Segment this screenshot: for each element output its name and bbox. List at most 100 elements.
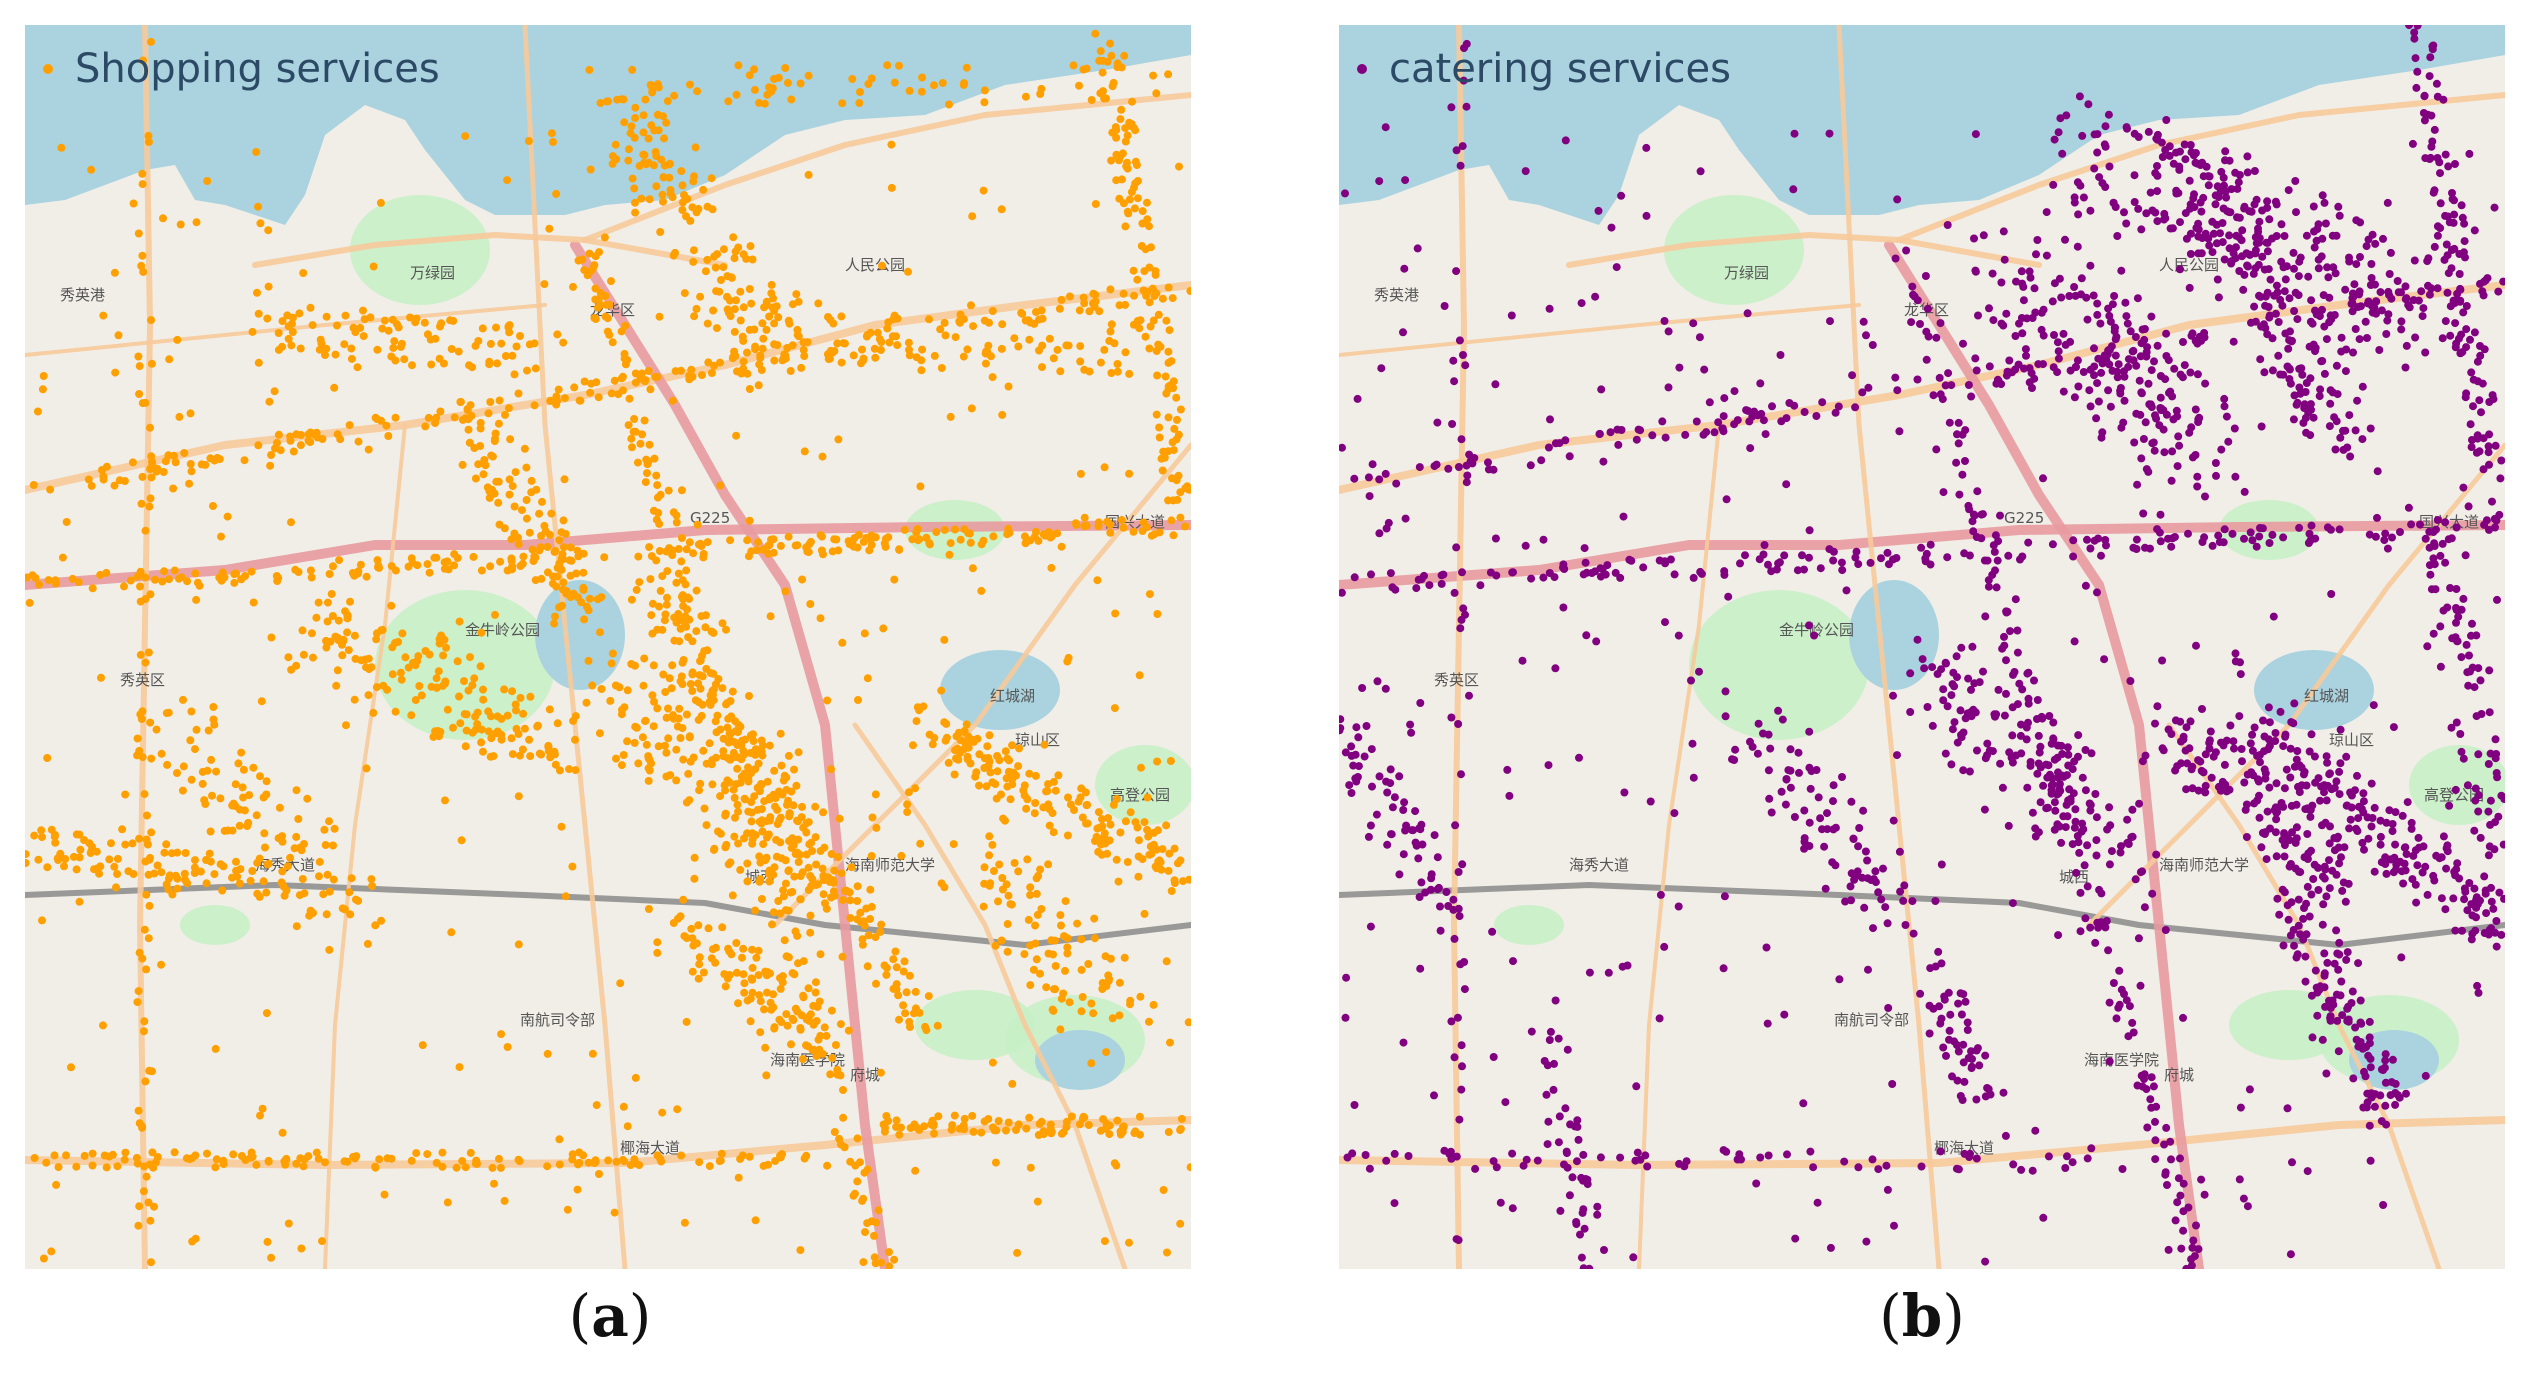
poi-point (380, 1190, 389, 1199)
poi-point (1121, 222, 1130, 231)
poi-point (129, 199, 138, 208)
poi-point (745, 71, 754, 80)
poi-point (1895, 847, 1904, 856)
poi-point (2017, 314, 2026, 322)
poi-point (2477, 408, 2485, 417)
poi-point (1064, 653, 1073, 662)
poi-point (144, 870, 153, 879)
poi-point (1452, 543, 1461, 552)
poi-point (960, 525, 969, 534)
poi-point (2166, 224, 2175, 233)
poi-point (864, 931, 873, 940)
poi-point (657, 155, 666, 164)
poi-point (1134, 872, 1143, 881)
poi-point (1109, 78, 1118, 87)
poi-point (612, 754, 620, 763)
poi-point (1098, 68, 1107, 77)
poi-point (2293, 398, 2302, 407)
poi-point (2307, 890, 2316, 899)
poi-point (135, 746, 144, 755)
poi-point (2266, 824, 2274, 833)
poi-point (506, 435, 515, 444)
poi-point (254, 358, 263, 367)
poi-point (2380, 536, 2389, 545)
poi-point (1627, 556, 1636, 565)
poi-point (800, 1154, 809, 1163)
poi-point (633, 458, 642, 467)
poi-point (2147, 312, 2156, 321)
poi-point (624, 156, 633, 165)
poi-point (980, 764, 989, 772)
poi-point (1421, 888, 1430, 897)
poi-point (897, 851, 906, 860)
poi-point (811, 988, 820, 997)
poi-point (555, 766, 564, 775)
poi-point (1350, 573, 1359, 582)
poi-point (497, 1030, 506, 1039)
poi-point (1800, 834, 1809, 843)
poi-point (820, 843, 829, 852)
poi-point (2293, 950, 2302, 959)
poi-point (995, 756, 1004, 765)
poi-point (478, 324, 487, 333)
poi-point (687, 365, 696, 374)
poi-point (1025, 769, 1034, 778)
poi-point (551, 612, 559, 621)
poi-point (963, 345, 972, 354)
road-line (1339, 303, 1861, 357)
poi-point (345, 421, 354, 430)
poi-point (885, 338, 894, 347)
poi-point (203, 177, 212, 185)
poi-point (508, 482, 517, 491)
poi-point (1449, 895, 1458, 904)
poi-point (2148, 439, 2157, 448)
poi-point (774, 897, 783, 905)
poi-point (692, 586, 701, 595)
poi-point (1816, 564, 1825, 573)
poi-point (612, 155, 621, 164)
poi-point (1636, 426, 1645, 435)
poi-point (2441, 150, 2450, 159)
poi-point (588, 1049, 597, 1058)
poi-point (210, 720, 219, 729)
poi-point (716, 792, 725, 801)
poi-point (449, 723, 457, 732)
poi-point (1954, 418, 1963, 427)
poi-point (1551, 439, 1560, 448)
poi-point (584, 656, 593, 665)
poi-point (2411, 54, 2420, 63)
poi-point (721, 982, 730, 991)
poi-point (679, 602, 688, 611)
poi-point (1785, 399, 1794, 407)
poi-point (461, 1163, 470, 1172)
poi-point (1166, 1038, 1174, 1047)
poi-point (2336, 991, 2345, 1000)
poi-point (2472, 631, 2481, 640)
poi-point (1565, 1191, 1574, 1200)
poi-point (769, 990, 778, 999)
poi-point (881, 542, 890, 551)
poi-point (1048, 1005, 1057, 1014)
poi-point (925, 315, 933, 324)
poi-point (462, 726, 471, 735)
poi-point (1112, 1161, 1121, 1170)
poi-point (2070, 393, 2079, 402)
poi-point (191, 856, 199, 865)
poi-point (900, 957, 909, 966)
poi-point (950, 1111, 959, 1120)
poi-point (1851, 403, 1860, 412)
poi-point (1993, 556, 2002, 565)
poi-point (2371, 280, 2379, 289)
poi-point (231, 780, 240, 789)
poi-point (626, 1161, 635, 1169)
poi-point (267, 633, 276, 642)
poi-point (1944, 369, 1953, 378)
poi-point (2230, 744, 2238, 753)
poi-point (211, 1163, 220, 1172)
poi-point (1082, 801, 1091, 810)
poi-point (1020, 781, 1029, 790)
poi-point (2291, 838, 2300, 847)
poi-point (1883, 548, 1892, 557)
poi-point (234, 759, 243, 768)
poi-point (784, 751, 793, 760)
